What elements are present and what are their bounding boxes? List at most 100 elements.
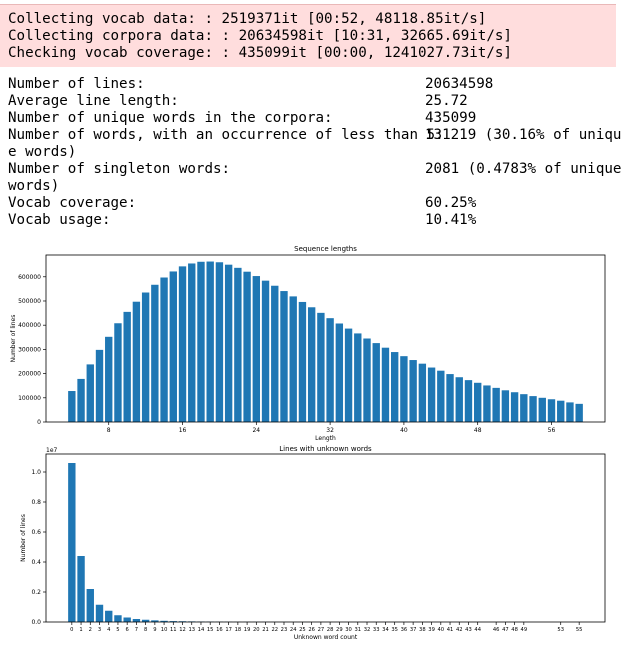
x-tick-label: 40 [438, 627, 445, 633]
bar [354, 333, 362, 422]
plot-frame [45, 254, 606, 423]
bar [390, 352, 399, 422]
x-tick-label: 31 [354, 627, 361, 633]
bar [68, 391, 76, 422]
bar [105, 336, 113, 422]
bar [215, 262, 224, 422]
bar [492, 387, 500, 422]
bar [169, 621, 177, 622]
x-axis-label: Unknown word count [294, 634, 358, 641]
bar [289, 296, 297, 422]
x-tick-label: 30 [345, 627, 352, 633]
bar [307, 307, 316, 422]
x-tick-label: 7 [135, 627, 138, 633]
y-tick-label: 0 [37, 419, 41, 426]
chart-title: Sequence lengths [294, 245, 357, 253]
y-tick-label: 0.2 [31, 589, 41, 596]
x-tick-label: 33 [373, 627, 380, 633]
x-tick-label: 8 [107, 427, 111, 434]
bar [105, 610, 113, 622]
x-tick-label: 16 [179, 427, 187, 434]
sequence-lengths-chart: Sequence lengths 8 16 24 32 40 48 56 0 100000 2000… [10, 245, 606, 442]
bar [234, 267, 242, 422]
x-tick-label: 15 [207, 627, 214, 633]
stat-label: Vocab usage: [8, 212, 111, 228]
x-tick-label: 43 [465, 627, 472, 633]
x-tick-label: 35 [391, 627, 398, 633]
stat-label: Number of words, with an occurrence of l… [8, 127, 444, 143]
bar [538, 397, 546, 422]
x-tick-label: 48 [511, 627, 518, 633]
x-axis-label: Length [315, 435, 336, 442]
stat-label: Number of lines: [8, 76, 145, 92]
stat-value-wrap: e words) [8, 144, 77, 160]
bar [575, 403, 583, 422]
x-tick-label: 39 [428, 627, 435, 633]
stderr-line: Checking vocab coverage: : 435099it [00:… [8, 45, 512, 61]
bar [271, 285, 279, 422]
x-tick-label: 12 [179, 627, 186, 633]
bar [123, 311, 131, 422]
stat-value: 60.25% [425, 195, 477, 211]
bar [95, 604, 104, 622]
stat-label: Vocab coverage: [8, 195, 137, 211]
bar [169, 271, 177, 422]
bar [566, 402, 574, 422]
x-tick-label: 48 [474, 427, 482, 434]
x-tick-label: 23 [281, 627, 288, 633]
x-tick-label: 53 [557, 627, 564, 633]
bar [464, 380, 473, 422]
y-offset-label: 1e7 [46, 447, 58, 454]
stat-value: 25.72 [425, 93, 468, 109]
stderr-line: Collecting vocab data: : 2519371it [00:5… [8, 11, 487, 27]
y-tick-label: 300000 [18, 346, 41, 353]
bar [409, 360, 417, 422]
y-tick-label: 400000 [18, 322, 41, 329]
bar [427, 367, 436, 422]
bar [520, 394, 528, 422]
bar [77, 378, 85, 422]
bar [446, 374, 454, 422]
bar [224, 264, 233, 422]
bar [123, 617, 131, 622]
bar [317, 312, 325, 422]
x-tick-label: 3 [98, 627, 101, 633]
y-tick-label: 0.6 [31, 529, 41, 536]
bar [455, 377, 463, 422]
y-tick-label: 200000 [18, 371, 41, 378]
stderr-line: Collecting corpora data: : 20634598it [1… [8, 28, 512, 44]
y-tick-label: 500000 [18, 298, 41, 305]
bar [261, 280, 270, 422]
x-tick-label: 36 [401, 627, 408, 633]
stat-value: 10.41% [425, 212, 477, 228]
bar [151, 620, 159, 622]
stat-label: Number of unique words in the corpora: [8, 110, 333, 126]
y-tick-label: 100000 [18, 395, 41, 402]
bar [400, 356, 408, 422]
bar [474, 382, 482, 422]
bar [151, 284, 159, 422]
x-tick-label: 44 [474, 627, 481, 633]
bar [418, 363, 427, 422]
stat-value: 131219 (30.16% of uniqu [425, 127, 622, 143]
stat-value: 20634598 [425, 76, 494, 92]
x-tick-label: 11 [170, 627, 177, 633]
bar [160, 620, 168, 622]
bar [335, 323, 344, 422]
x-tick-label: 47 [502, 627, 509, 633]
x-tick-label: 6 [126, 627, 129, 633]
bar [86, 589, 94, 622]
x-tick-label: 27 [318, 627, 325, 633]
y-axis-label: Number of lines [20, 514, 27, 562]
bar [381, 347, 390, 422]
bar [68, 463, 76, 622]
bar [77, 556, 85, 622]
bar [252, 276, 261, 422]
bar [114, 323, 122, 422]
bar [95, 349, 104, 422]
bar [326, 318, 334, 422]
x-tick-label: 14 [198, 627, 205, 633]
stat-label: Average line length: [8, 93, 179, 109]
x-tick-label: 20 [253, 627, 260, 633]
